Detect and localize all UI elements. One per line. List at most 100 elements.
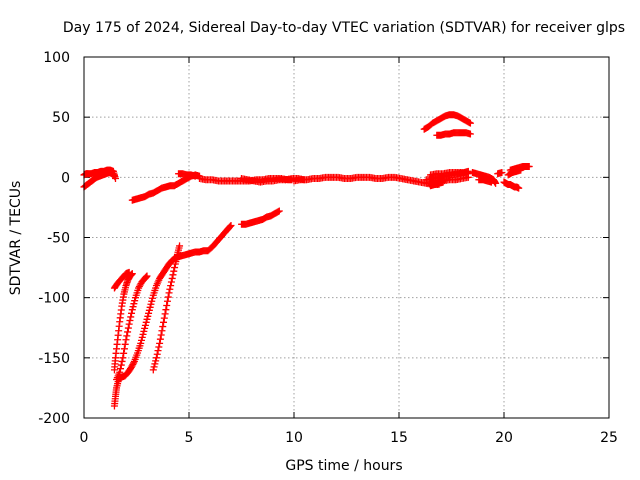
data-point — [156, 339, 164, 347]
data-point — [127, 313, 135, 321]
plot-frame — [83, 56, 610, 419]
data-point — [127, 363, 135, 371]
data-point — [116, 365, 124, 373]
data-point — [137, 336, 145, 344]
axis-ticks: 0 5 10 15 20 25 -200 -150 -100 -50 0 50 100 — [38, 50, 618, 446]
data-point — [145, 309, 153, 317]
data-point — [116, 368, 124, 376]
data-point — [124, 328, 132, 336]
data-point — [517, 166, 525, 174]
data-point — [171, 264, 179, 272]
data-point — [166, 285, 174, 293]
data-point — [227, 221, 235, 229]
data-point — [161, 310, 169, 318]
data-point — [275, 207, 283, 215]
y-tick-label: 100 — [43, 50, 70, 66]
data-point — [147, 300, 155, 308]
data-point — [156, 335, 164, 343]
grid-lines — [84, 57, 609, 418]
data-point — [148, 297, 156, 305]
data-point — [167, 282, 175, 290]
data-points — [80, 111, 533, 410]
data-point — [135, 283, 143, 291]
data-point — [122, 336, 130, 344]
chart-title: Day 175 of 2024, Sidereal Day-to-day VTE… — [63, 20, 625, 36]
data-point — [125, 320, 133, 328]
data-point — [158, 327, 166, 335]
data-point — [123, 332, 131, 340]
data-point — [143, 315, 151, 323]
data-point — [165, 289, 173, 297]
data-point — [301, 176, 308, 184]
data-point — [124, 324, 132, 332]
y-tick-label: 50 — [52, 110, 70, 126]
data-point — [153, 350, 161, 358]
data-point — [125, 268, 133, 276]
data-point — [112, 175, 119, 183]
data-point — [492, 179, 500, 187]
data-point — [131, 297, 139, 305]
data-point — [129, 303, 137, 311]
data-point — [137, 339, 145, 347]
data-point — [120, 349, 128, 357]
data-point — [149, 366, 157, 374]
data-point — [130, 300, 138, 308]
data-point — [139, 330, 147, 338]
data-point — [439, 178, 447, 186]
y-tick-label: 0 — [61, 170, 70, 186]
x-tick-label: 15 — [390, 430, 408, 446]
data-point — [170, 267, 178, 275]
data-point — [163, 297, 171, 305]
x-tick-label: 25 — [600, 430, 618, 446]
data-point — [146, 303, 154, 311]
data-point — [142, 318, 150, 326]
data-point — [464, 173, 472, 181]
data-point — [141, 324, 149, 332]
data-point — [152, 354, 160, 362]
data-point — [226, 222, 234, 230]
data-point — [145, 306, 153, 314]
data-point — [121, 340, 129, 348]
data-point — [118, 357, 126, 365]
data-point — [129, 360, 137, 368]
data-point — [130, 359, 138, 367]
data-point — [119, 354, 127, 362]
data-point — [159, 323, 167, 331]
data-point — [160, 318, 168, 326]
data-point — [138, 333, 146, 341]
data-point — [155, 343, 163, 351]
x-axis-label: GPS time / hours — [285, 458, 402, 474]
data-point — [152, 357, 160, 365]
x-tick-label: 10 — [285, 430, 303, 446]
data-point — [162, 306, 170, 314]
data-point — [167, 278, 175, 286]
data-point — [149, 294, 157, 302]
data-point — [176, 242, 184, 250]
data-point — [143, 272, 151, 280]
data-point — [515, 184, 523, 192]
data-point — [136, 281, 144, 289]
data-point — [525, 163, 533, 171]
data-point — [164, 293, 172, 301]
data-point — [140, 327, 148, 335]
data-point — [163, 301, 171, 309]
data-point — [150, 363, 158, 371]
x-tick-label: 0 — [80, 430, 89, 446]
data-point — [169, 271, 177, 279]
data-point — [191, 172, 199, 180]
data-point — [466, 119, 474, 127]
y-tick-label: -150 — [38, 351, 70, 367]
data-point — [157, 331, 165, 339]
data-point — [126, 317, 134, 325]
data-point — [154, 347, 162, 355]
data-point — [120, 345, 128, 353]
data-point — [151, 360, 159, 368]
data-point — [498, 169, 506, 177]
data-point — [128, 362, 136, 370]
data-point — [487, 178, 495, 186]
y-tick-label: -50 — [47, 231, 70, 247]
data-point — [141, 321, 149, 329]
data-point — [135, 284, 143, 292]
data-point — [128, 306, 136, 314]
data-point — [128, 309, 136, 317]
